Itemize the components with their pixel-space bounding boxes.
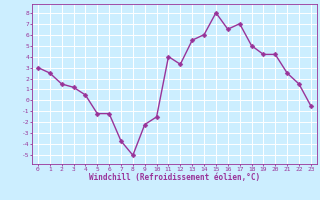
X-axis label: Windchill (Refroidissement éolien,°C): Windchill (Refroidissement éolien,°C) [89, 173, 260, 182]
